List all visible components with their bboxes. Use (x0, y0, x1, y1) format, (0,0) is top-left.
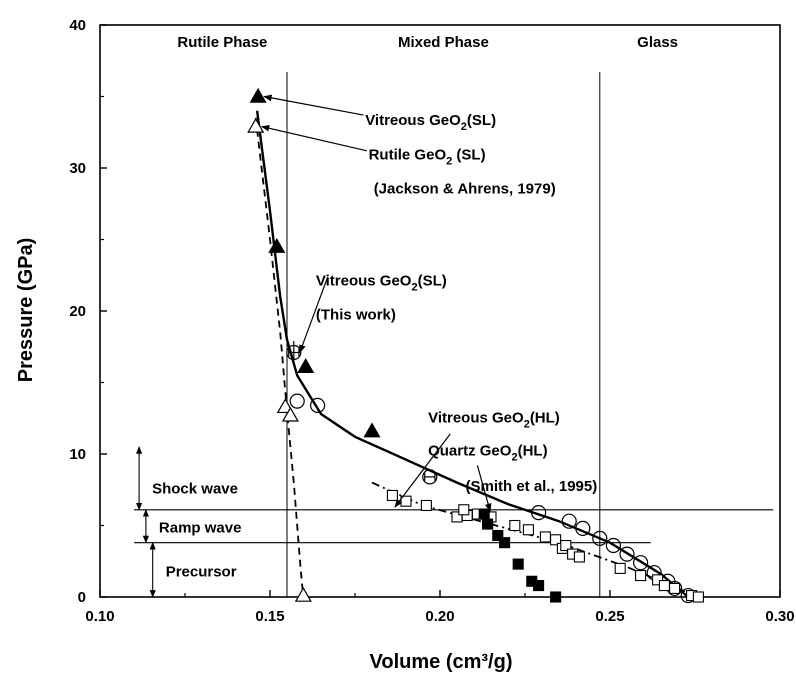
phase-region-label: Rutile Phase (177, 34, 267, 51)
annotation-tail: (SL) (418, 272, 447, 289)
data-point-open-square (652, 574, 664, 586)
y-tick-label: 30 (69, 160, 86, 177)
annotation-tail: (HL) (530, 410, 560, 427)
annotation-subscript: 2 (461, 121, 467, 133)
data-point-open-circle (422, 469, 438, 485)
data-point-open-circle (619, 546, 635, 562)
annotation-subscript: 2 (411, 281, 417, 293)
annotation-arrow (299, 276, 329, 354)
x-tick-label: 0.30 (765, 608, 794, 625)
data-point-open-circle (561, 513, 577, 529)
dashed-fit-curve (254, 117, 305, 598)
annotation-tail: (SL) (452, 146, 485, 163)
phase-region-label: Mixed Phase (398, 34, 489, 51)
x-tick-label: 0.20 (425, 608, 454, 625)
data-point-open-square (420, 499, 432, 512)
data-point-open-triangle (281, 406, 299, 422)
axes: 0.10 0.15 0.20 0.25 0.30 0 10 20 30 40 (69, 17, 794, 625)
annotation-tail: (SL) (467, 112, 496, 129)
data-point-open-square (573, 551, 585, 563)
annotation-label: Vitreous GeO2(HL) (428, 410, 560, 431)
data-point-open-circle (605, 537, 622, 554)
data-point-open-square (560, 539, 572, 552)
x-tick-label: 0.25 (595, 608, 624, 625)
data-point-filled-square (533, 580, 545, 592)
data-point-open-square (386, 489, 398, 502)
data-point-filled-square (512, 558, 524, 570)
data-point-open-circle (632, 555, 649, 571)
data-point-open-square (614, 562, 626, 574)
data-point-filled-square (499, 537, 511, 549)
solid-fit-curve (255, 110, 689, 598)
annotation-label: (Smith et al., 1995) (466, 478, 598, 495)
annotation-subscript: 2 (511, 451, 517, 463)
annotation-subscript: 2 (524, 419, 530, 431)
x-axis-title: Volume (cm³/g) (370, 651, 513, 673)
data-point-open-square (692, 591, 704, 603)
annotation-text: Rutile GeO (369, 146, 447, 163)
annotation-arrow (260, 124, 368, 152)
annotation-text: Vitreous GeO (316, 272, 412, 289)
data-point-filled-triangle (268, 237, 286, 253)
annotation-arrow (263, 94, 364, 116)
data-points (247, 87, 704, 604)
y-tick-label: 20 (69, 303, 86, 320)
data-point-filled-square (550, 591, 562, 603)
plot-area-frame (99, 24, 781, 598)
annotation-label: Quartz GeO2(HL) (428, 442, 547, 463)
data-point-filled-square (482, 518, 494, 530)
data-point-open-circle (310, 397, 326, 413)
data-point-filled-triangle (297, 358, 315, 373)
data-point-open-square (550, 534, 562, 546)
data-point-open-square (509, 519, 521, 532)
wave-region-label: Shock wave (152, 480, 238, 497)
annotation-text: (Smith et al., 1995) (466, 478, 598, 495)
wave-region-label: Ramp wave (159, 520, 242, 537)
x-tick-label: 0.10 (85, 608, 114, 625)
data-point-filled-square (492, 529, 504, 542)
annotation-text: (Jackson & Ahrens, 1979) (374, 181, 556, 198)
annotation-text: Vitreous GeO (428, 410, 524, 427)
wave-regions: Shock wave Ramp wave Precursor (134, 446, 774, 598)
data-point-filled-triangle (249, 87, 267, 103)
data-point-open-triangle (294, 586, 312, 602)
annotations: Vitreous GeO2(SL)Rutile GeO2 (SL)(Jackso… (260, 94, 598, 513)
wave-region-label: Precursor (166, 563, 237, 580)
data-point-open-circle (530, 505, 547, 521)
annotation-text: Quartz GeO (428, 442, 512, 459)
data-point-open-square (635, 569, 647, 582)
phase-region-label: Glass (637, 34, 678, 51)
y-axis-title: Pressure (GPa) (15, 238, 37, 383)
annotation-label: Vitreous GeO2(SL) (365, 112, 496, 133)
data-point-open-square (522, 524, 534, 536)
data-point-open-square (458, 504, 470, 516)
data-point-open-circle (289, 393, 305, 409)
annotation-text: (This work) (316, 307, 396, 324)
phase-regions: Rutile Phase Mixed Phase Glass (177, 34, 678, 597)
x-tick-label: 0.15 (255, 608, 284, 625)
annotation-tail: (HL) (518, 442, 548, 459)
data-point-open-circle (575, 520, 591, 536)
annotation-arrow (394, 433, 451, 508)
y-tick-label: 0 (78, 589, 86, 606)
data-point-filled-square (478, 508, 490, 520)
y-tick-label: 40 (69, 17, 86, 34)
annotation-text: Vitreous GeO (365, 112, 461, 129)
y-tick-label: 10 (69, 446, 86, 463)
annotation-label: Vitreous GeO2(SL) (316, 272, 447, 293)
annotation-label: (Jackson & Ahrens, 1979) (374, 181, 556, 198)
data-point-filled-triangle (363, 422, 381, 438)
annotation-label: Rutile GeO2 (SL) (369, 146, 486, 167)
annotation-arrow (476, 465, 492, 513)
data-point-open-square (539, 531, 551, 543)
data-point-open-square (669, 582, 681, 594)
annotation-subscript: 2 (446, 155, 452, 167)
data-point-open-triangle (247, 117, 265, 133)
data-point-open-circle (592, 530, 608, 546)
data-point-open-square (658, 580, 670, 592)
annotation-label: (This work) (316, 307, 396, 324)
